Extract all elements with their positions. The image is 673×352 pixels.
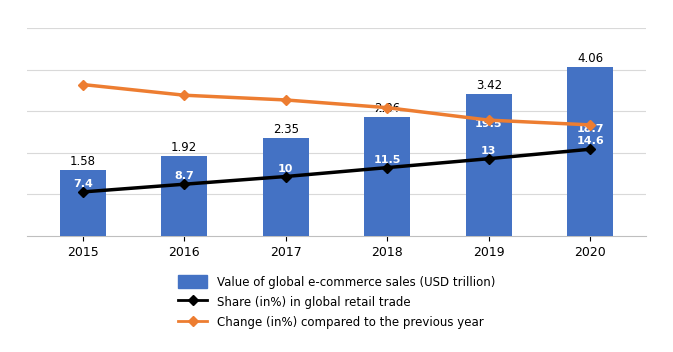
- Bar: [567, 67, 613, 236]
- Text: 2.86: 2.86: [374, 102, 400, 115]
- Bar: [364, 117, 410, 236]
- Text: 25.5: 25.5: [69, 84, 96, 94]
- Text: 18.7: 18.7: [577, 124, 604, 134]
- Bar: [60, 170, 106, 236]
- Bar: [162, 156, 207, 236]
- Text: 13: 13: [481, 146, 497, 156]
- Text: 19.5: 19.5: [475, 119, 503, 129]
- Text: 22.9: 22.9: [272, 99, 299, 109]
- Text: 1.58: 1.58: [70, 155, 96, 168]
- Text: 1.92: 1.92: [171, 141, 197, 154]
- Text: 8.7: 8.7: [174, 171, 194, 181]
- Text: 11.5: 11.5: [374, 155, 401, 165]
- Bar: [263, 138, 309, 236]
- Text: 4.06: 4.06: [577, 52, 603, 65]
- Text: 14.6: 14.6: [576, 136, 604, 146]
- Text: 3.42: 3.42: [476, 79, 502, 92]
- Text: 21.6: 21.6: [374, 107, 401, 117]
- Text: 2.35: 2.35: [273, 123, 299, 136]
- Text: 10: 10: [278, 164, 293, 174]
- Text: 23.7: 23.7: [170, 94, 198, 104]
- Legend: Value of global e-commerce sales (USD trillion), Share (in%) in global retail tr: Value of global e-commerce sales (USD tr…: [173, 270, 500, 334]
- Text: 7.4: 7.4: [73, 179, 93, 189]
- Bar: [466, 94, 511, 236]
